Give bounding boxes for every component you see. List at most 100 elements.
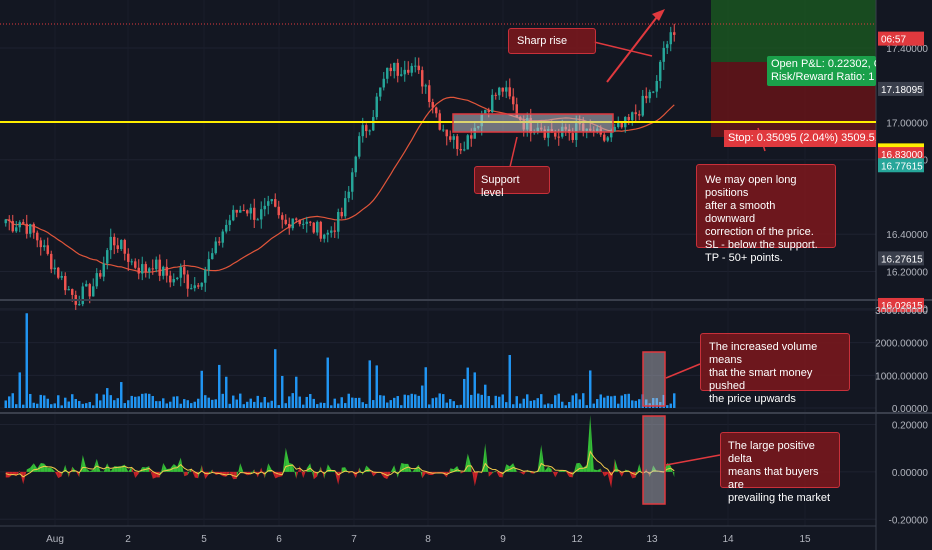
risk-reward-text: Risk/Reward Ratio: 1 <box>771 71 875 83</box>
delta-area <box>96 458 101 472</box>
volume-bar <box>375 365 378 408</box>
candle-body <box>263 205 266 210</box>
volume-bar <box>288 396 291 408</box>
candle-body <box>151 268 154 270</box>
candle-body <box>190 288 193 290</box>
volume-note[interactable]: The increased volume means that the smar… <box>700 333 850 405</box>
delta-area <box>446 468 451 478</box>
volume-highlight-box[interactable] <box>642 351 666 407</box>
volume-bar <box>200 370 203 408</box>
price-tag <box>878 158 924 173</box>
sharp-rise-connector <box>593 41 653 57</box>
volume-bar <box>169 401 172 408</box>
time-tick-label: 14 <box>722 534 734 545</box>
volume-bar <box>491 405 494 408</box>
candle-body <box>379 87 382 97</box>
delta-area <box>229 471 234 480</box>
candle-body <box>396 62 399 76</box>
support-zone-box[interactable] <box>452 113 614 133</box>
volume-bar <box>190 403 193 408</box>
volume-bar <box>645 399 648 408</box>
delta-area <box>611 458 615 489</box>
candle-body <box>172 279 175 283</box>
position-pl-label[interactable]: Open P&L: 0.22302, Qt Risk/Reward Ratio:… <box>767 56 876 86</box>
volume-bar <box>470 394 473 408</box>
candle-body <box>277 206 280 216</box>
candle-body <box>221 231 224 243</box>
volume-bar <box>127 400 130 408</box>
volume-bar <box>494 395 497 408</box>
candle-body <box>298 219 301 225</box>
volume-bar <box>193 401 196 408</box>
candle-body <box>358 136 361 157</box>
delta-area <box>68 466 73 478</box>
candle-body <box>123 240 126 254</box>
candle-body <box>393 62 396 72</box>
candle-body <box>165 266 168 276</box>
volume-bar <box>270 400 273 408</box>
volume-bar <box>578 399 581 408</box>
delta-area <box>583 464 587 472</box>
delta-area <box>502 464 507 478</box>
candle-body <box>253 207 256 220</box>
stop-label[interactable]: Stop: 0.35095 (2.04%) 3509.5, A <box>724 130 876 147</box>
delta-area <box>593 469 598 472</box>
candle-body <box>256 219 259 221</box>
delta-note[interactable]: The large positive delta means that buye… <box>720 432 840 504</box>
volume-bar <box>655 398 658 408</box>
volume-bar <box>50 404 53 408</box>
delta-area <box>359 467 363 475</box>
candle-body <box>274 199 277 207</box>
volume-bar <box>316 404 319 408</box>
delta-area <box>604 471 608 477</box>
volume-bar <box>487 396 490 408</box>
candle-body <box>372 117 375 131</box>
candle-body <box>291 218 294 229</box>
delta-area <box>268 463 272 472</box>
candle-body <box>71 289 74 295</box>
candle-body <box>319 221 322 239</box>
candle-body <box>186 274 189 289</box>
volume-bar <box>477 393 480 408</box>
volume-bar <box>179 403 182 408</box>
volume-bar <box>88 402 91 408</box>
sharp-rise-note[interactable]: Sharp rise <box>508 28 596 54</box>
axes: 17.4000017.0000016.8000016.4000016.20000… <box>46 31 928 545</box>
delta-area <box>40 462 45 472</box>
support-level-note[interactable]: Support level <box>474 166 550 199</box>
delta-area <box>58 471 62 479</box>
candle-body <box>512 96 515 105</box>
candle-body <box>15 227 18 232</box>
volume-bar <box>501 394 504 408</box>
price-tag-label: 17.18095 <box>881 85 923 96</box>
candle-body <box>127 253 130 262</box>
candle-body <box>501 87 504 92</box>
volume-bar <box>298 396 301 408</box>
candle-body <box>8 219 11 222</box>
delta-area <box>471 465 475 487</box>
delta-highlight-box[interactable] <box>642 415 666 505</box>
volume-bar <box>295 376 298 408</box>
volume-bar <box>340 397 343 408</box>
candle-body <box>330 230 333 233</box>
volume-bar <box>4 400 7 408</box>
volume-bar <box>442 394 445 408</box>
delta-area <box>555 470 559 478</box>
candle-body <box>340 211 343 217</box>
delta-area <box>460 471 465 474</box>
delta-area <box>100 471 104 472</box>
candle-body <box>610 131 613 138</box>
long-plan-note[interactable]: We may open long positions after a smoot… <box>696 164 836 264</box>
volume-bar <box>435 397 438 408</box>
volume-bar <box>123 403 126 408</box>
volume-bar <box>480 394 483 408</box>
target-zone <box>711 0 876 62</box>
delta-area <box>264 463 269 479</box>
delta-area <box>467 453 472 472</box>
candle-body <box>368 130 371 132</box>
candle-body <box>197 285 200 287</box>
open-pl-text: Open P&L: 0.22302, Qt <box>771 58 876 70</box>
volume-bar <box>204 395 207 408</box>
delta-signal-line <box>5 450 675 478</box>
candle-body <box>228 220 231 225</box>
